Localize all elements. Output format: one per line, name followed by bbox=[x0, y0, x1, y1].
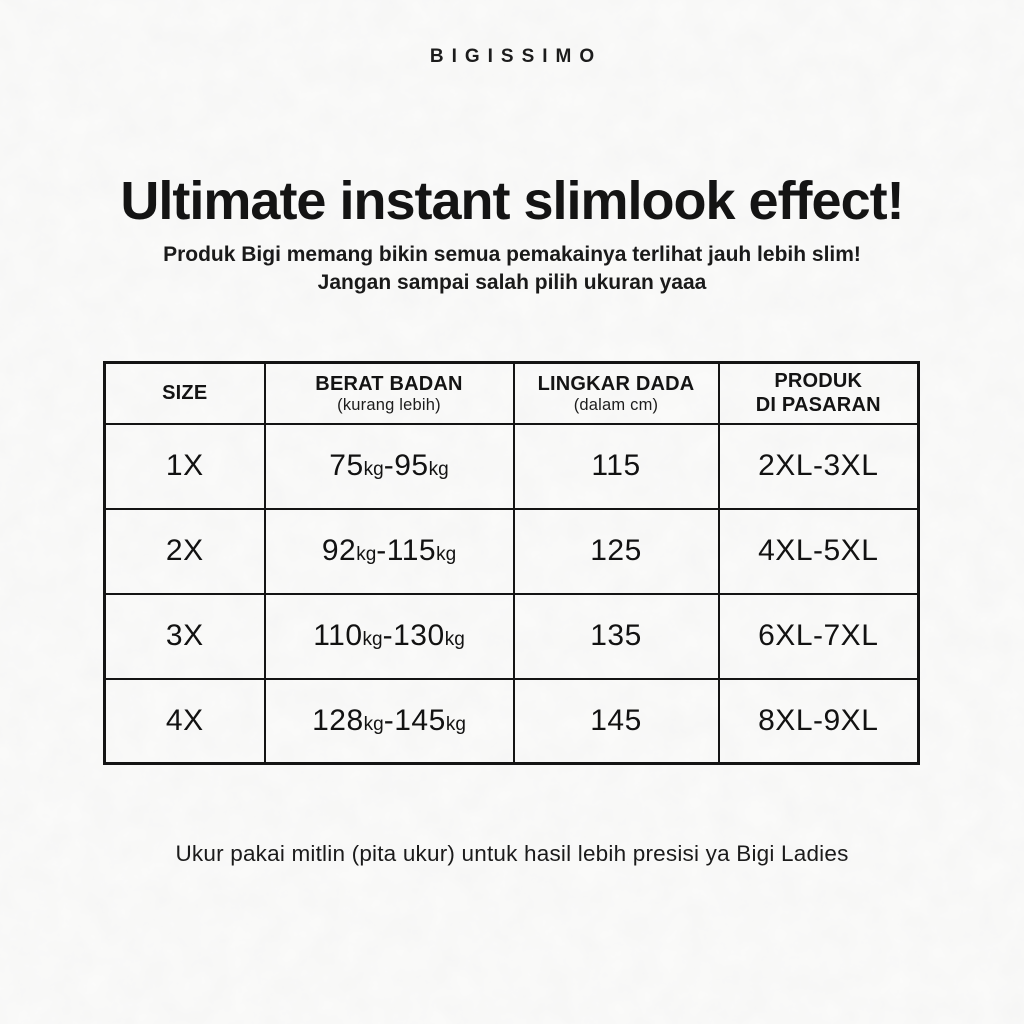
weight-max: 145 bbox=[394, 703, 446, 737]
weight-separator: - bbox=[376, 534, 387, 567]
weight-cell: 110kg-130kg bbox=[263, 592, 515, 680]
weight-min: 110 bbox=[313, 619, 363, 652]
column-header-size-label: SIZE bbox=[162, 382, 208, 405]
column-header-chest-label: LINGKAR DADA bbox=[537, 373, 695, 396]
column-header-market-label2: DI PASARAN bbox=[755, 394, 881, 417]
table-row: 4X 128kg-145kg 145 8XL-9XL bbox=[103, 677, 920, 765]
footer-note: Ukur pakai mitlin (pita ukur) untuk hasi… bbox=[175, 841, 849, 866]
size-cell: 3X bbox=[103, 592, 266, 680]
size-chart-table: SIZE BERAT BADAN (kurang lebih) LINGKAR … bbox=[103, 361, 920, 765]
market-cell: 6XL-7XL bbox=[717, 592, 920, 680]
weight-unit: kg bbox=[356, 544, 377, 565]
subtitle-line2: Jangan sampai salah pilih ukuran yaaa bbox=[317, 271, 707, 294]
column-header-weight-label: BERAT BADAN bbox=[315, 373, 463, 396]
weight-separator: - bbox=[383, 449, 395, 482]
brand-name: BIGISSIMO bbox=[429, 46, 603, 67]
weight-min: 75 bbox=[329, 449, 364, 482]
weight-unit: kg bbox=[436, 544, 457, 565]
weight-unit: kg bbox=[362, 629, 383, 650]
weight-unit: kg bbox=[445, 713, 466, 735]
weight-min: 92 bbox=[321, 534, 357, 567]
size-cell: 1X bbox=[103, 422, 266, 510]
weight-separator: - bbox=[383, 703, 395, 737]
chest-cell: 145 bbox=[512, 677, 720, 765]
table-row: 2X 92kg-115kg 125 4XL-5XL bbox=[103, 507, 920, 595]
weight-cell: 128kg-145kg bbox=[263, 677, 515, 765]
column-header-market-label1: PRODUK bbox=[774, 370, 863, 393]
weight-unit: kg bbox=[363, 459, 384, 480]
column-header-weight-note: (kurang lebih) bbox=[337, 396, 441, 415]
headline: Ultimate instant slimlook effect! bbox=[120, 171, 904, 231]
size-cell: 4X bbox=[103, 677, 266, 765]
size-cell: 2X bbox=[103, 507, 266, 595]
header-row: SIZE BERAT BADAN (kurang lebih) LINGKAR … bbox=[103, 361, 920, 425]
column-header-size: SIZE bbox=[103, 361, 266, 425]
subtitle: Produk Bigi memang bikin semua pemakainy… bbox=[0, 241, 1024, 297]
weight-max: 95 bbox=[394, 449, 429, 482]
weight-unit: kg bbox=[444, 629, 465, 650]
table-row: 1X 75kg-95kg 115 2XL-3XL bbox=[103, 422, 920, 510]
column-header-chest-note: (dalam cm) bbox=[573, 396, 659, 415]
chest-cell: 125 bbox=[512, 507, 720, 595]
chest-cell: 135 bbox=[512, 592, 720, 680]
column-header-market: PRODUK DI PASARAN bbox=[717, 361, 920, 425]
market-cell: 2XL-3XL bbox=[717, 422, 920, 510]
weight-unit: kg bbox=[428, 459, 449, 480]
weight-max: 115 bbox=[386, 534, 437, 567]
weight-cell: 92kg-115kg bbox=[263, 507, 515, 595]
column-header-chest: LINGKAR DADA (dalam cm) bbox=[512, 361, 720, 425]
weight-min: 128 bbox=[312, 703, 364, 737]
table-row: 3X 110kg-130kg 135 6XL-7XL bbox=[103, 592, 920, 680]
table-header: SIZE BERAT BADAN (kurang lebih) LINGKAR … bbox=[103, 361, 920, 425]
weight-separator: - bbox=[382, 619, 394, 652]
chest-cell: 115 bbox=[512, 422, 720, 510]
subtitle-line1: Produk Bigi memang bikin semua pemakainy… bbox=[163, 243, 861, 266]
weight-max: 130 bbox=[393, 619, 445, 652]
column-header-weight: BERAT BADAN (kurang lebih) bbox=[263, 361, 515, 425]
weight-cell: 75kg-95kg bbox=[263, 422, 515, 510]
market-cell: 4XL-5XL bbox=[717, 507, 920, 595]
weight-unit: kg bbox=[363, 713, 384, 735]
market-cell: 8XL-9XL bbox=[717, 677, 920, 765]
